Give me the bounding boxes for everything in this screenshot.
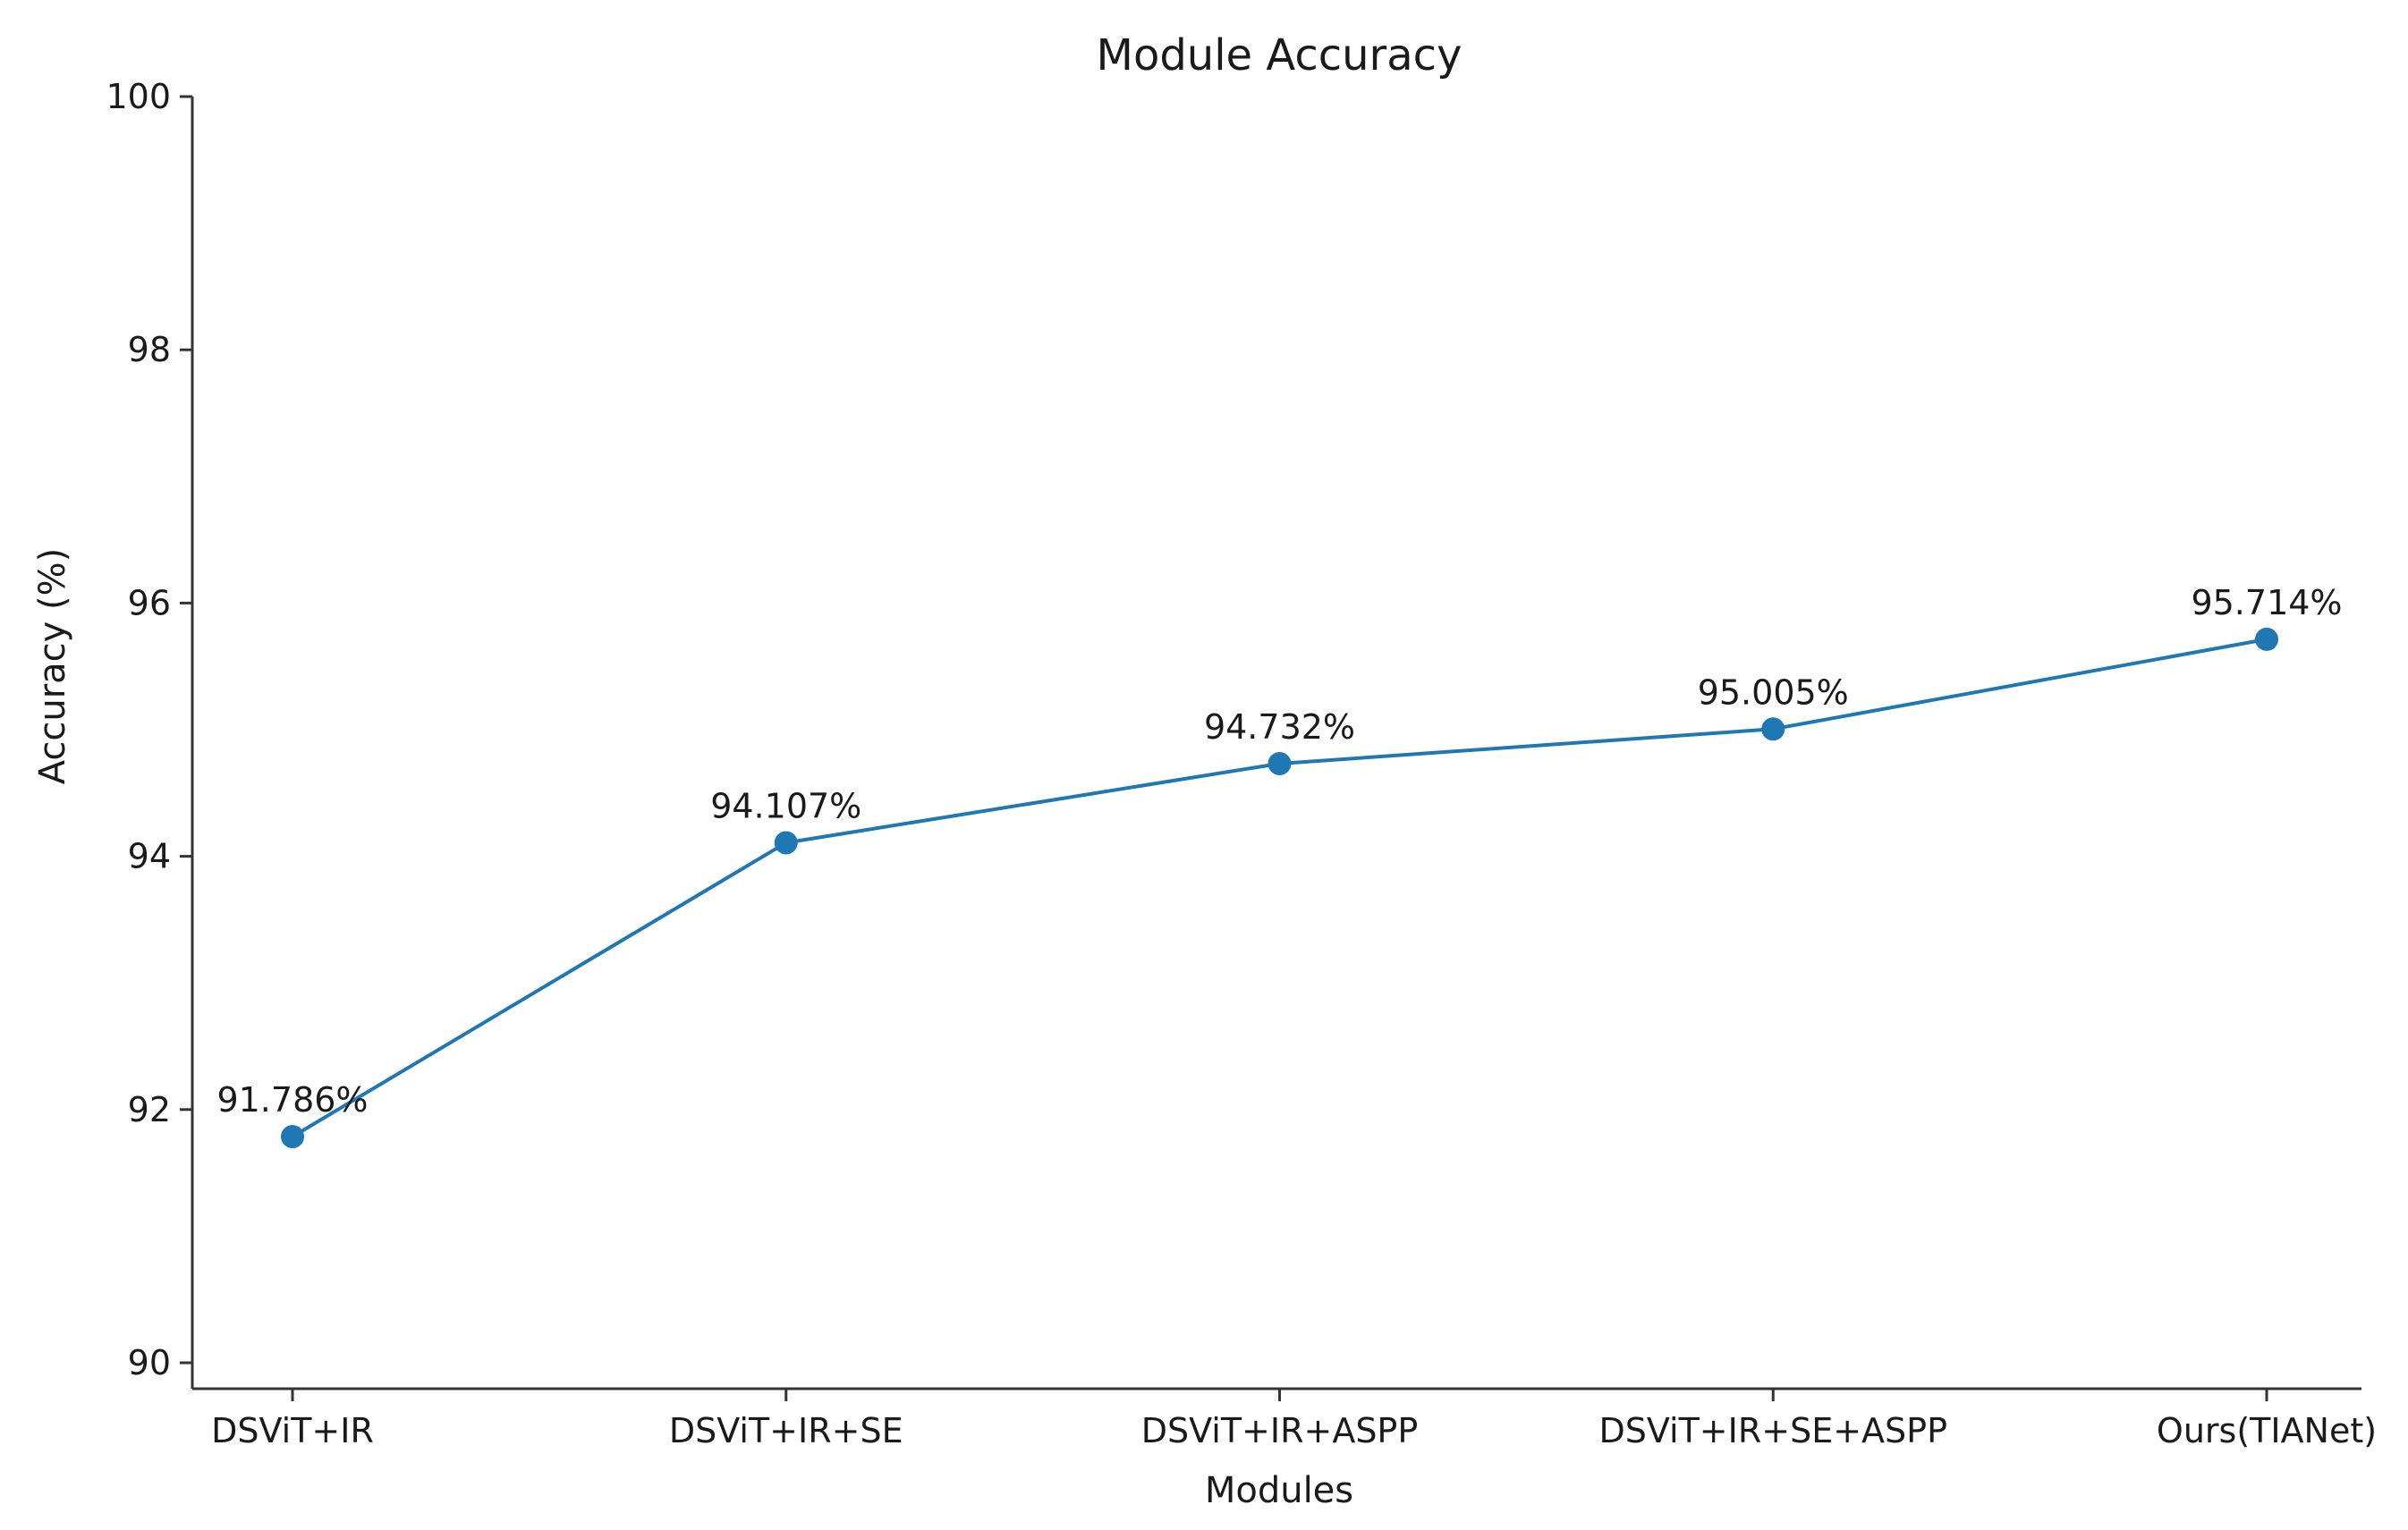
y-tick-label: 100 — [106, 77, 171, 116]
data-label: 94.732% — [1204, 707, 1355, 747]
y-axis-ticks: 90 92 94 96 98 100 — [106, 77, 192, 1382]
data-label: 91.786% — [216, 1080, 368, 1120]
x-tick-label: DSViT+IR+SE+ASPP — [1598, 1411, 1947, 1450]
data-label: 95.714% — [2191, 583, 2342, 622]
y-tick-label: 90 — [128, 1343, 171, 1382]
data-point — [1268, 751, 1292, 775]
y-tick-label: 94 — [128, 837, 171, 876]
data-point — [774, 831, 798, 855]
chart-title: Module Accuracy — [1097, 30, 1463, 80]
data-point — [281, 1125, 304, 1149]
data-point — [1761, 717, 1785, 741]
data-label: 95.005% — [1698, 672, 1849, 712]
axes-spines — [191, 97, 2361, 1391]
y-tick-label: 92 — [128, 1090, 171, 1129]
y-axis-label: Accuracy (%) — [32, 548, 73, 785]
data-label: 94.107% — [710, 786, 861, 825]
x-axis-label: Modules — [1205, 1470, 1353, 1511]
x-tick-label: Ours(TIANet) — [2157, 1411, 2377, 1450]
x-tick-label: DSViT+IR+ASPP — [1141, 1411, 1419, 1450]
data-point — [2255, 627, 2278, 651]
x-tick-label: DSViT+IR — [211, 1411, 374, 1450]
y-tick-label: 96 — [128, 583, 171, 622]
series-layer: 91.786% 94.107% 94.732% 95.005% 95.714% — [216, 583, 2343, 1149]
x-tick-label: DSViT+IR+SE — [669, 1411, 903, 1450]
y-tick-label: 98 — [128, 330, 171, 369]
x-axis-ticks: DSViT+IR DSViT+IR+SE DSViT+IR+ASPP DSViT+IR… — [211, 1389, 2377, 1450]
